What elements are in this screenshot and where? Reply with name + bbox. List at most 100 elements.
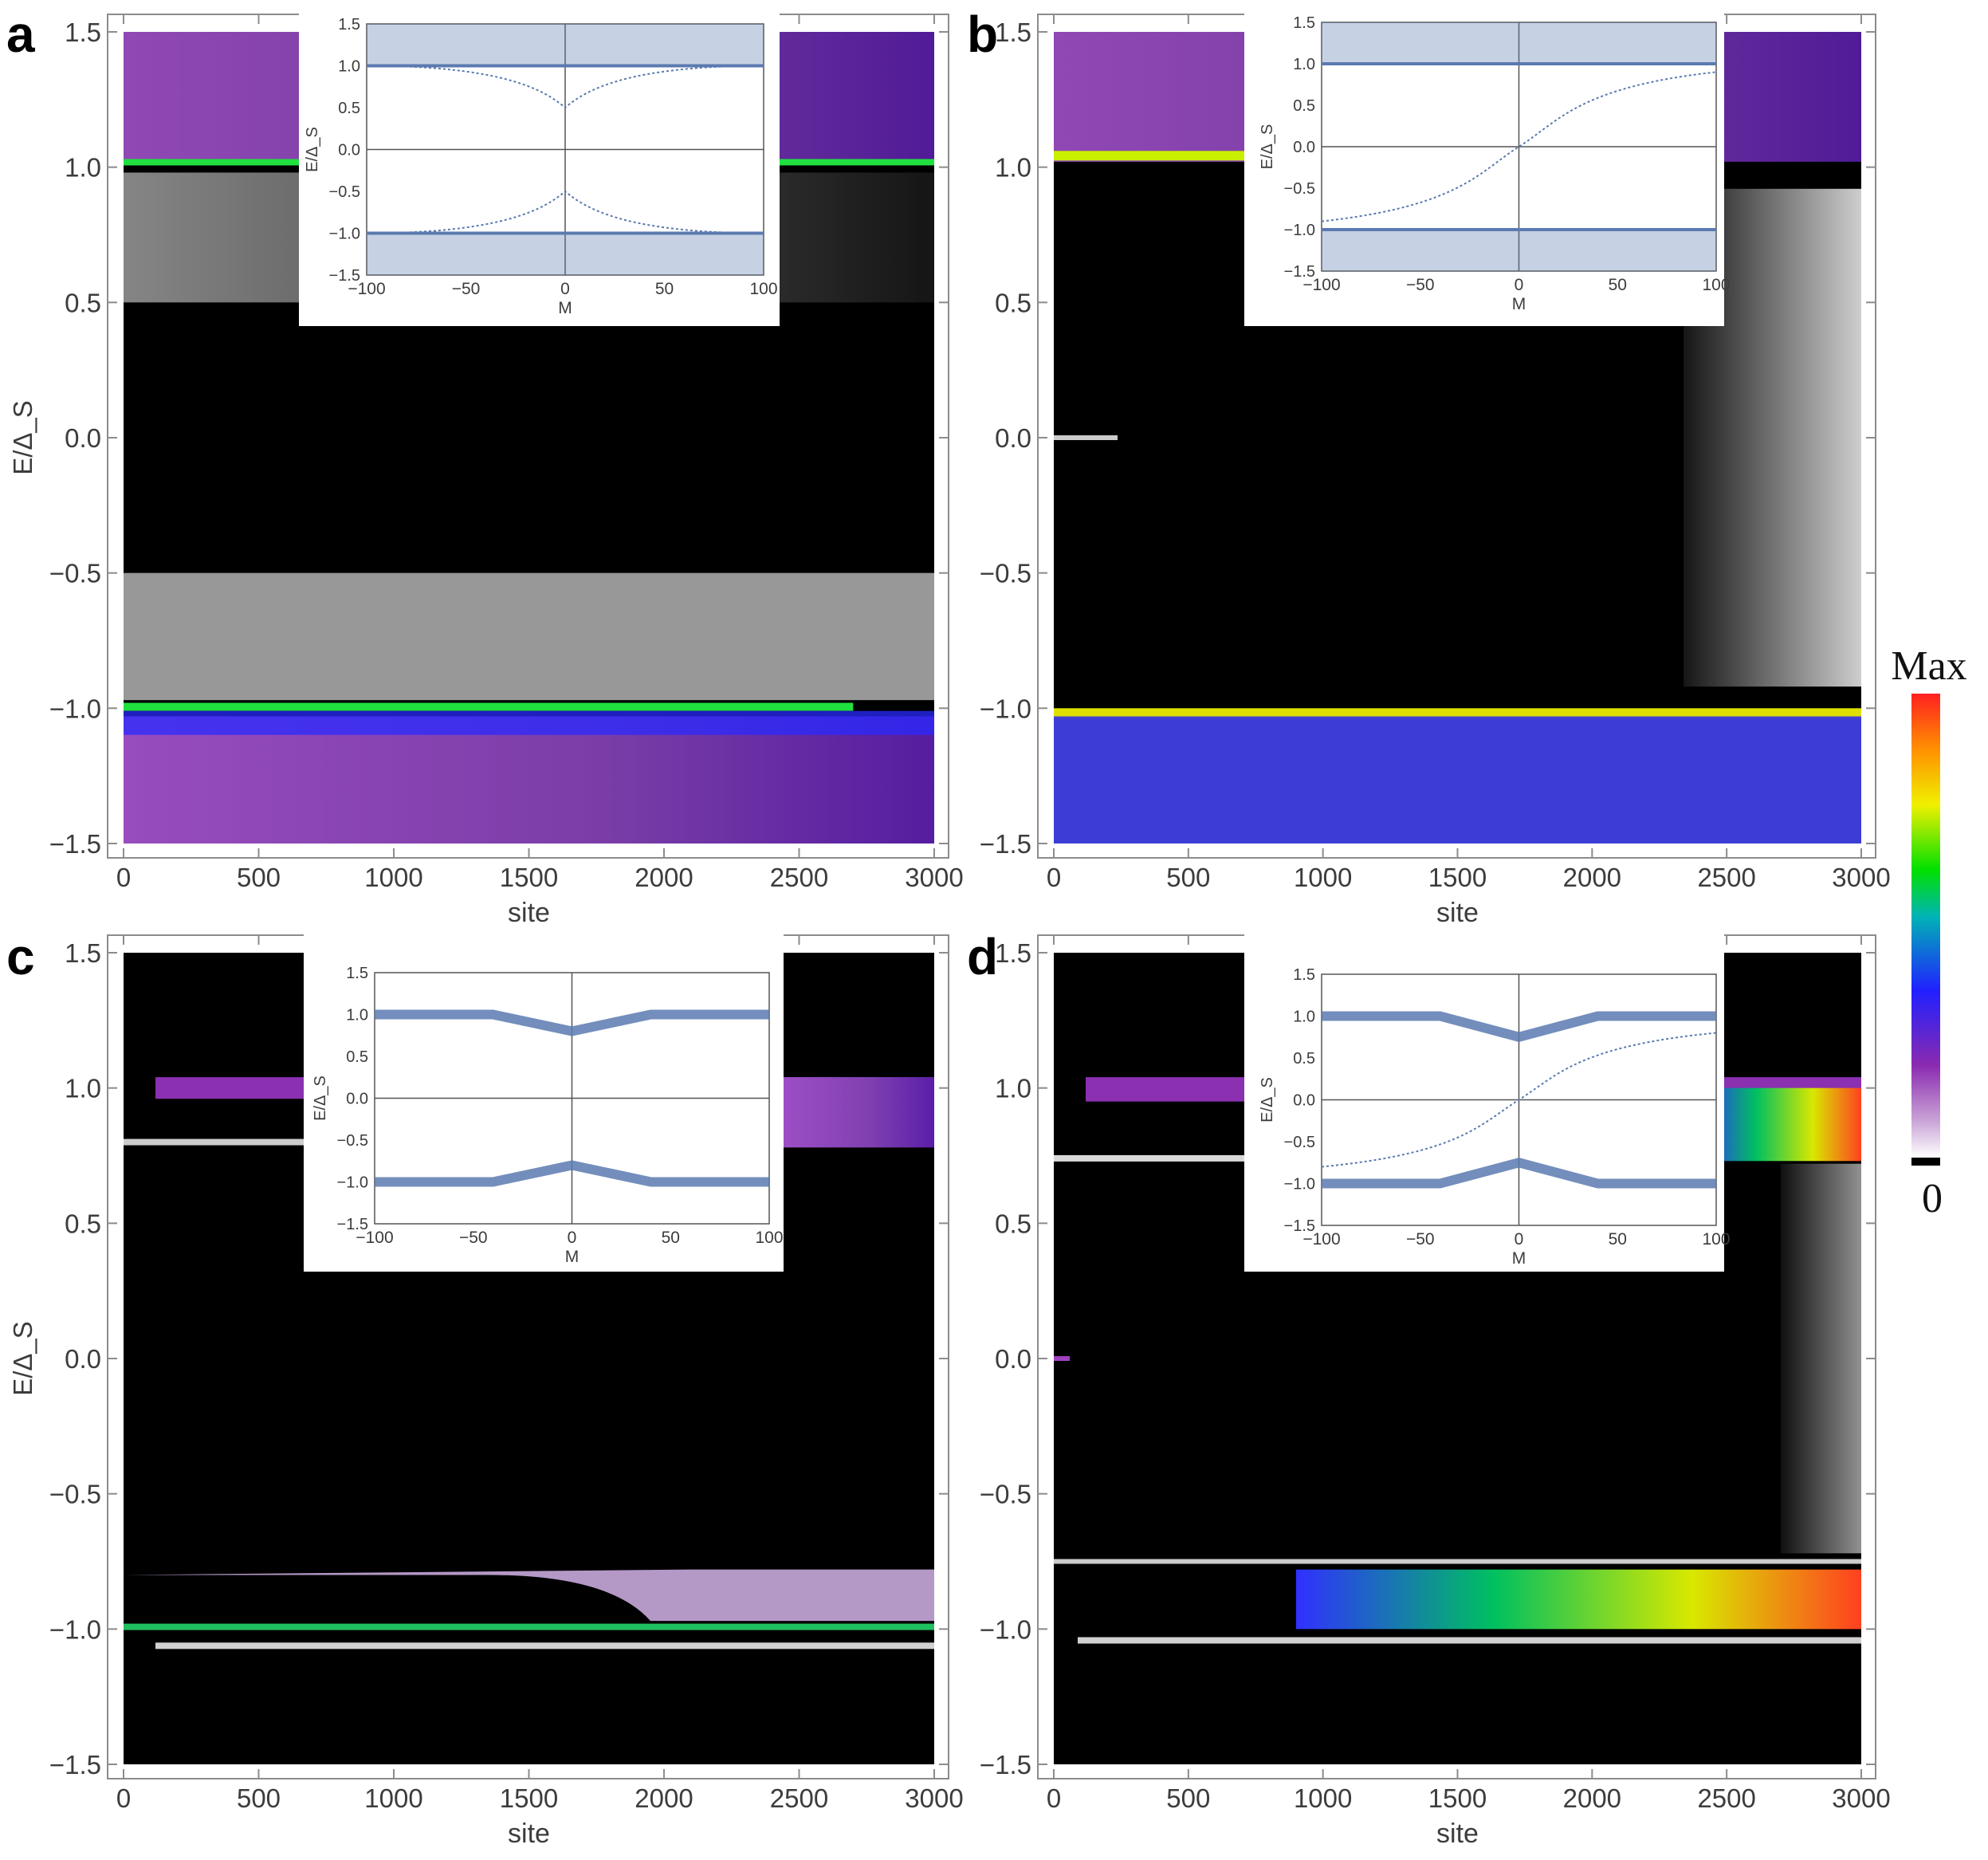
inset-y-tick-label: −0.5 bbox=[337, 1132, 368, 1150]
x-tick-label: 2500 bbox=[770, 863, 828, 892]
inset-x-tick-label: 100 bbox=[1702, 1230, 1730, 1249]
panel-a: a0 500 1000 1500 2000 2500 3000site1.51.00.50.… bbox=[6, 6, 964, 928]
inset-y-tick-label: 1.0 bbox=[1293, 56, 1315, 73]
inset-x-tick-label: 0 bbox=[568, 1229, 577, 1247]
y-tick-label: 1.5 bbox=[995, 18, 1031, 47]
inset-y-tick-label: 0.5 bbox=[1293, 1050, 1315, 1068]
y-tick-label: 0.5 bbox=[995, 288, 1031, 317]
y-tick-label: −0.5 bbox=[980, 1480, 1031, 1509]
y-tick-label: −0.5 bbox=[49, 559, 101, 588]
y-tick-label: −1.0 bbox=[49, 694, 101, 723]
y-axis: 1.5 1.0 0.5 0.0 −0.5 −1.0 −1.5 bbox=[980, 938, 1876, 1779]
inset-y-tick-label: −0.5 bbox=[329, 183, 360, 201]
inset-x-tick-label: 100 bbox=[749, 280, 777, 298]
colorbar-min-label: 0 bbox=[1922, 1176, 1943, 1221]
lower-continuum bbox=[1054, 716, 1861, 843]
inset-x-tick-label: 100 bbox=[755, 1229, 783, 1247]
inset-c: −100 −50 0 50 100 1.5 1.0 0.5 0.0 −0.5 −1.0 −1.5 M E/… bbox=[304, 929, 784, 1272]
inset-y-tick-label: −1.0 bbox=[329, 226, 360, 243]
x-tick-label: 2500 bbox=[770, 1783, 828, 1813]
x-tick-label: 2000 bbox=[635, 1783, 693, 1813]
inset-x-tick-label: 50 bbox=[1609, 1230, 1627, 1249]
right-edge-glow bbox=[1780, 1163, 1861, 1554]
inset-x-tick-label: 50 bbox=[662, 1229, 680, 1247]
x-tick-label: 2000 bbox=[635, 863, 693, 892]
y-tick-label: 1.5 bbox=[65, 938, 101, 968]
y-tick-label: −1.5 bbox=[980, 1750, 1031, 1779]
inset-y-tick-label: −1.0 bbox=[1284, 222, 1315, 239]
panel-letter: a bbox=[6, 6, 35, 63]
zero-mode bbox=[1054, 435, 1118, 440]
colorbar-zero-swatch bbox=[1911, 1158, 1940, 1166]
inset-x-tick-label: 0 bbox=[560, 280, 570, 298]
inset-y-tick-label: 1.5 bbox=[338, 16, 360, 33]
y-tick-label: −1.0 bbox=[980, 694, 1031, 723]
x-axis: 0 500 1000 1500 2000 2500 3000 bbox=[1047, 935, 1891, 1813]
y-tick-label: 1.0 bbox=[995, 1074, 1031, 1103]
inset-y-axis-label: E/Δ_S bbox=[1259, 1077, 1276, 1123]
y-tick-label: 1.0 bbox=[995, 153, 1031, 183]
inset-y-tick-label: −1.5 bbox=[337, 1216, 368, 1233]
y-tick-label: 1.5 bbox=[995, 938, 1031, 968]
inset-y-tick-label: 1.5 bbox=[1293, 966, 1315, 984]
inset-x-axis-label: M bbox=[1512, 1249, 1526, 1268]
inset-x-tick-label: −50 bbox=[459, 1229, 488, 1247]
inset-x-axis-label: M bbox=[558, 299, 572, 317]
x-tick-label: 500 bbox=[1166, 863, 1210, 892]
upper-hot-band bbox=[1699, 1087, 1861, 1162]
x-tick-label: 0 bbox=[1047, 863, 1061, 892]
inset-b: −100 −50 0 50 100 1.5 1.0 0.5 0.0 −0.5 −1.0 −1.5 M E/… bbox=[1244, 10, 1731, 326]
colorbar: Max 0 bbox=[1891, 643, 1966, 1221]
x-tick-label: 0 bbox=[116, 1783, 131, 1813]
inset-y-tick-label: 1.0 bbox=[346, 1007, 368, 1024]
inset-curves bbox=[1321, 71, 1717, 222]
x-axis: 0 500 1000 1500 2000 2500 3000 bbox=[116, 935, 964, 1813]
inset-y-tick-label: 0.0 bbox=[1293, 139, 1315, 156]
y-tick-label: 0.0 bbox=[65, 1344, 101, 1374]
y-tick-label: −0.5 bbox=[49, 1480, 101, 1509]
y-tick-label: −1.0 bbox=[49, 1614, 101, 1644]
y-axis-label: E/Δ_S bbox=[8, 1321, 37, 1396]
x-axis: 0 500 1000 1500 2000 2500 3000 bbox=[116, 14, 964, 892]
inset-curves bbox=[366, 65, 764, 234]
heatmap bbox=[124, 32, 934, 843]
panel-d: d0 500 1000 1500 2000 2500 3000site1.51.00.50.… bbox=[967, 928, 1891, 1849]
panel-b: b0 500 1000 1500 2000 2500 3000site1.51.00.50.… bbox=[967, 6, 1891, 928]
y-tick-label: 1.0 bbox=[65, 153, 101, 183]
lower-continuum bbox=[124, 716, 934, 843]
x-tick-label: 0 bbox=[116, 863, 131, 892]
inset-y-tick-label: −1.5 bbox=[1284, 1217, 1315, 1235]
inset-y-tick-label: −0.5 bbox=[1284, 1134, 1315, 1151]
x-tick-label: 1000 bbox=[1294, 1783, 1352, 1813]
x-tick-label: 2500 bbox=[1697, 863, 1755, 892]
inset-x-tick-label: 0 bbox=[1515, 276, 1524, 294]
lower-hot-band bbox=[1295, 1569, 1861, 1630]
panel-letter: c bbox=[6, 928, 35, 985]
inset-x-tick-label: −50 bbox=[1406, 276, 1435, 294]
lower-edge-state bbox=[1054, 708, 1861, 718]
y-axis: 1.5 1.0 0.5 0.0 −0.5 −1.0 −1.5 bbox=[49, 18, 949, 859]
inset-y-tick-label: 1.5 bbox=[1293, 14, 1315, 32]
x-tick-label: 0 bbox=[1047, 1783, 1061, 1813]
upper-subgap-line bbox=[124, 1138, 407, 1146]
inset-x-axis-label: M bbox=[565, 1248, 580, 1266]
inset-x-tick-label: −100 bbox=[1302, 1230, 1340, 1249]
inset-x-tick-label: −100 bbox=[1302, 276, 1340, 294]
inset-bands bbox=[1322, 1011, 1716, 1189]
inset-y-tick-label: 0.0 bbox=[346, 1091, 368, 1108]
y-axis-label: E/Δ_S bbox=[8, 400, 37, 475]
inset-y-axis-label: E/Δ_S bbox=[1259, 124, 1276, 170]
y-tick-label: 1.5 bbox=[65, 18, 101, 47]
inset-x-tick-label: −100 bbox=[356, 1229, 393, 1247]
x-tick-label: 2500 bbox=[1697, 1783, 1755, 1813]
inset-x-axis-label: M bbox=[1512, 295, 1526, 313]
zero-mode bbox=[1054, 1356, 1070, 1361]
inset-background bbox=[304, 929, 784, 1272]
x-tick-label: 3000 bbox=[905, 1783, 963, 1813]
inset-y-tick-label: 1.0 bbox=[1293, 1009, 1315, 1026]
inset-x-tick-label: −100 bbox=[348, 280, 385, 298]
inset-a: −100 −50 0 50 100 1.5 1.0 0.5 0.0 −0.5 −1.0 −1.5 M E/… bbox=[299, 10, 780, 326]
heatmap bbox=[1054, 32, 1861, 843]
x-tick-label: 3000 bbox=[1832, 863, 1890, 892]
x-tick-label: 2000 bbox=[1563, 863, 1621, 892]
